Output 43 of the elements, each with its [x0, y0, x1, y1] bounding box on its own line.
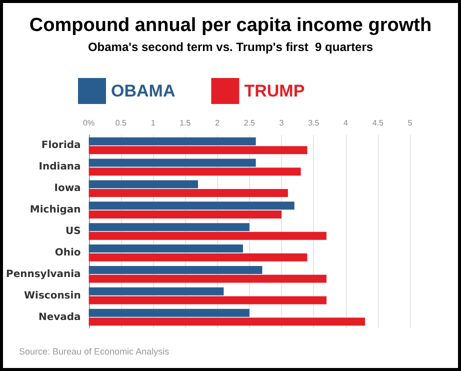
source-note: Source: Bureau of Economic Analysis — [19, 346, 170, 356]
bar — [88, 308, 250, 317]
bar — [88, 287, 224, 296]
bar — [88, 146, 308, 154]
bar — [88, 266, 262, 274]
y-tick-label: Florida — [41, 140, 81, 152]
bar — [88, 232, 326, 240]
y-tick-label: Pennsylvania — [6, 268, 81, 280]
chart-subtitle: Obama's second term vs. Trump's first 9 quarters — [88, 40, 374, 54]
x-tick-label: 2 — [215, 118, 220, 128]
chart-title: Compound annual per capita income growth — [29, 15, 432, 36]
x-tick-label: 1.5 — [180, 118, 192, 128]
y-tick-label: Ohio — [54, 247, 81, 258]
x-tick-label: 0.5 — [115, 118, 128, 128]
y-tick-label: Wisconsin — [24, 290, 81, 302]
x-tick-label: 4.5 — [372, 118, 384, 128]
x-tick-label: 5 — [408, 118, 413, 128]
y-tick-label: Iowa — [54, 183, 81, 194]
y-tick-label: Indiana — [38, 162, 81, 173]
bar — [88, 244, 243, 253]
x-tick-label: 3.5 — [308, 118, 320, 128]
bar — [88, 158, 256, 167]
x-tick-label: 0% — [83, 118, 95, 128]
x-tick-label: 2.5 — [244, 118, 256, 128]
bar — [88, 318, 366, 326]
bar — [88, 210, 282, 218]
bar — [88, 137, 256, 146]
bar — [88, 274, 326, 283]
y-tick-label: Nevada — [38, 312, 81, 323]
x-tick-label: 1 — [150, 118, 156, 128]
bar — [88, 253, 308, 262]
bar — [88, 202, 294, 210]
legend-label: TRUMP — [244, 82, 305, 100]
legend-label: OBAMA — [111, 82, 176, 100]
bar — [88, 296, 326, 304]
bar — [88, 223, 250, 232]
x-tick-label: 4 — [344, 118, 349, 128]
y-tick-label: Michigan — [30, 204, 81, 216]
bar — [88, 189, 288, 198]
bar — [88, 180, 198, 188]
y-tick-label: US — [65, 226, 81, 237]
x-tick-label: 3 — [279, 118, 284, 128]
bar — [88, 168, 301, 176]
